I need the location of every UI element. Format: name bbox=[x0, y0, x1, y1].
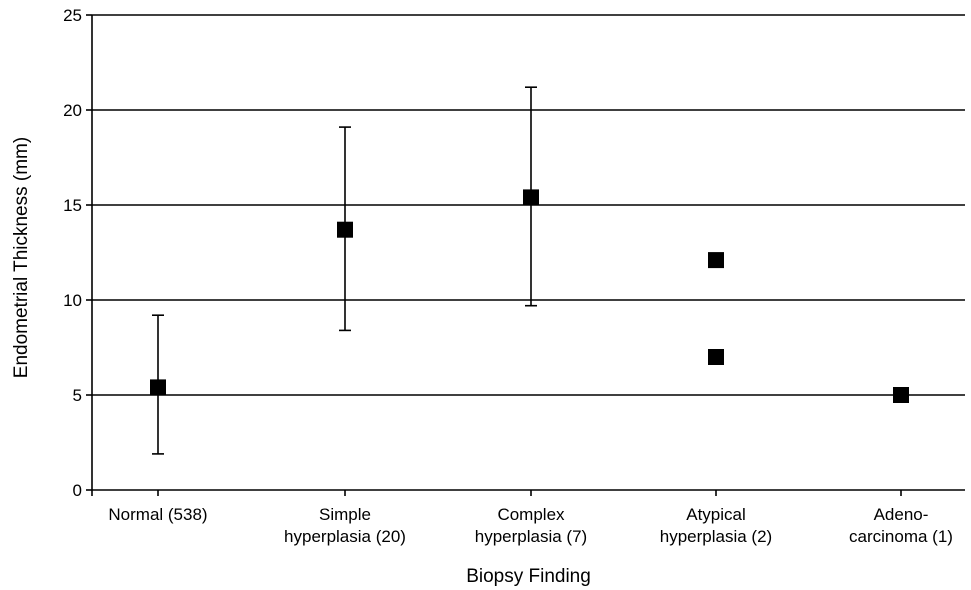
y-tick-labels: 0 5 10 15 20 25 bbox=[63, 6, 92, 500]
x-tick-label: carcinoma (1) bbox=[849, 527, 953, 546]
x-tick-label: Normal (538) bbox=[108, 505, 207, 524]
data-point bbox=[893, 387, 909, 403]
x-tick-label: Simple bbox=[319, 505, 371, 524]
axes bbox=[91, 15, 965, 496]
y-tick-label: 25 bbox=[63, 6, 82, 25]
x-axis-title: Biopsy Finding bbox=[466, 566, 591, 587]
y-tick-label: 20 bbox=[63, 101, 82, 120]
x-tick-label: hyperplasia (20) bbox=[284, 527, 406, 546]
data-point bbox=[337, 221, 353, 238]
x-tick-label: Atypical bbox=[686, 505, 746, 524]
data-points bbox=[150, 189, 909, 403]
data-point bbox=[150, 379, 166, 396]
x-tick-label: Complex bbox=[497, 505, 565, 524]
x-tick-label: hyperplasia (7) bbox=[475, 527, 587, 546]
x-tick-labels: Normal (538) Simple hyperplasia (20) Comple… bbox=[108, 490, 953, 546]
y-tick-label: 10 bbox=[63, 291, 82, 310]
error-bars bbox=[152, 86, 537, 455]
x-tick-label: Adeno- bbox=[874, 505, 929, 524]
y-tick-label: 5 bbox=[73, 386, 82, 405]
data-point bbox=[523, 189, 539, 206]
data-point bbox=[708, 252, 724, 269]
data-point bbox=[708, 349, 724, 365]
y-tick-label: 0 bbox=[73, 481, 82, 500]
x-tick-label: hyperplasia (2) bbox=[660, 527, 772, 546]
y-tick-label: 15 bbox=[63, 196, 82, 215]
y-axis-title: Endometrial Thickness (mm) bbox=[11, 137, 32, 378]
